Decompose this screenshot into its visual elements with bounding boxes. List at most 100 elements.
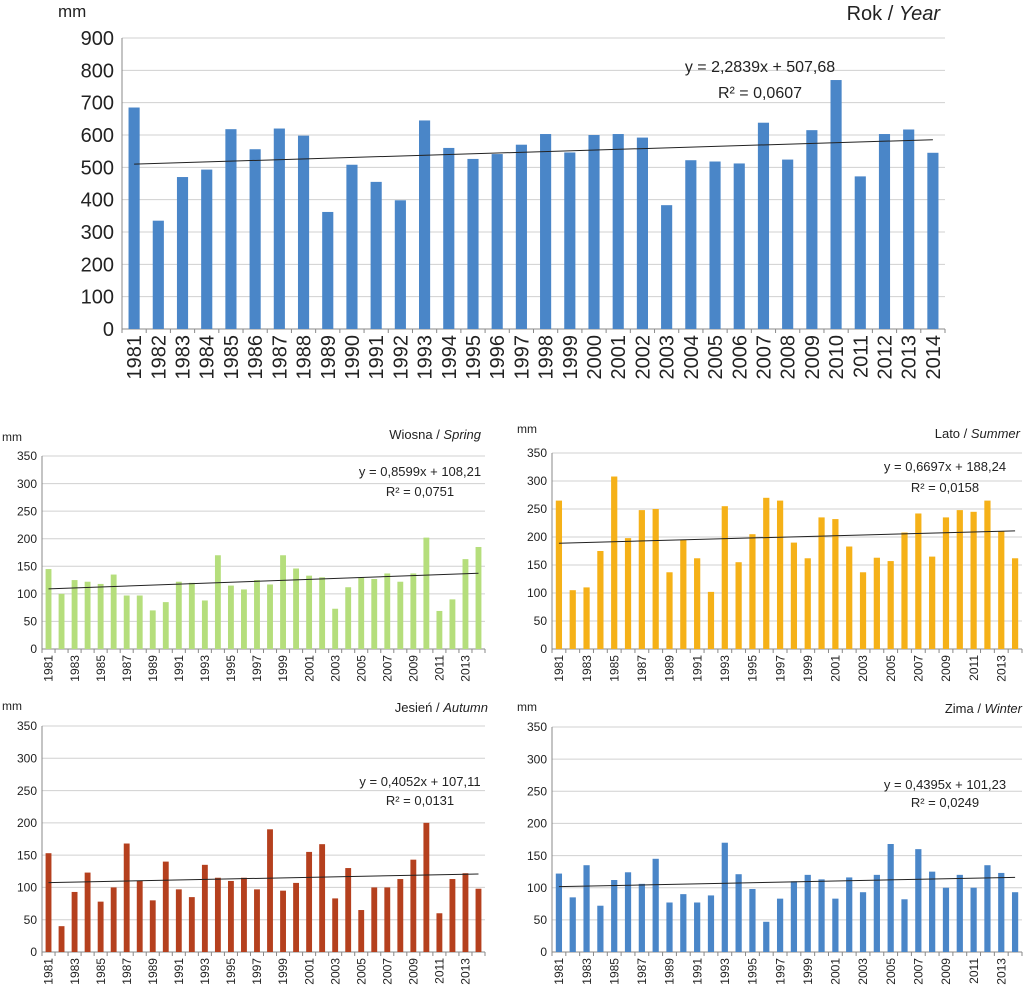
bar-2001 [306,851,313,952]
bar-1997 [776,500,784,649]
chart-title-italic: Autumn [442,700,488,715]
bar-1997 [776,898,784,952]
trend-r-squared: R² = 0,0249 [911,795,979,810]
chart-title-main: Jesień / [395,700,443,715]
y-tick-label: 150 [17,848,37,862]
bar-1995 [749,889,756,952]
bar-2011 [436,610,443,649]
bar-2010 [423,822,430,952]
bar-2006 [733,163,745,329]
y-tick-label: 100 [527,586,547,600]
x-tick-label: 1992 [390,335,412,380]
bar-1983 [583,865,590,952]
y-tick-label: 0 [540,642,547,656]
bar-2004 [685,160,697,329]
bar-1989 [666,902,673,952]
bar-1996 [763,921,770,952]
bar-1986 [624,538,632,649]
bar-1992 [188,897,195,952]
bar-2002 [319,844,326,952]
x-tick-label: 2007 [380,958,394,985]
bar-2005 [358,910,365,952]
bar-2013 [998,872,1005,952]
bar-2004 [345,868,352,952]
x-tick-label: 1985 [607,655,621,682]
bar-1999 [804,874,811,952]
bar-2014 [475,888,482,952]
bar-2004 [345,587,352,649]
trend-line [134,139,933,165]
bar-1989 [149,900,156,952]
x-tick-label: 2014 [923,335,945,380]
x-tick-label: 1985 [221,335,243,380]
bar-2011 [970,887,977,952]
bar-1989 [322,211,334,329]
chart-title-italic: Year [899,3,941,25]
x-tick-label: 1987 [120,958,134,985]
bar-1984 [84,872,91,952]
x-tick-label: 1995 [463,335,485,380]
bar-2000 [588,135,600,329]
x-tick-label: 1989 [146,655,160,682]
trend-equation: y = 0,6697x + 188,24 [884,459,1006,474]
chart-title-main: Wiosna / [389,427,443,442]
bar-1998 [790,542,798,649]
bar-2014 [927,152,939,329]
x-tick-label: 2001 [608,335,630,380]
x-tick-label: 2008 [778,335,800,380]
y-tick-label: 100 [81,287,114,309]
y-tick-label: 400 [81,190,114,212]
bar-1991 [694,558,701,649]
y-tick-label: 200 [527,817,547,831]
bar-1991 [694,902,701,952]
x-tick-label: 1997 [773,958,787,985]
chart-title-main: Lato / [935,426,971,441]
bar-2008 [929,871,936,952]
bar-1993 [721,842,728,952]
bar-2010 [830,80,842,330]
bar-2007 [757,122,770,329]
chart-title-main: Zima / [945,701,985,716]
x-tick-label: 1993 [718,655,732,682]
bar-1995 [227,585,234,649]
bar-1988 [652,858,659,952]
bar-2012 [449,879,456,952]
y-tick-label: 700 [81,93,114,115]
bar-2001 [832,519,839,649]
y-tick-label: 300 [527,752,547,766]
y-tick-label: 250 [17,784,37,798]
bar-2006 [371,887,378,952]
bar-1997 [254,580,260,649]
x-tick-label: 1998 [536,335,558,380]
bar-1981 [555,500,563,649]
chart-panel-winter: 0 50 100 150 200 250 300 350 1981 1983 1985 1987 198… [517,700,1023,985]
bar-1981 [128,107,140,330]
bar-1986 [249,149,261,329]
bar-1991 [175,889,182,952]
bar-1991 [175,581,182,649]
x-tick-label: 2009 [802,335,824,380]
bar-1983 [71,580,78,649]
bar-2009 [410,859,417,952]
chart-panel-year: 0 100 200 300 400 500 600 700 800 900 1981 1982 1983… [58,2,946,380]
trend-line [558,876,1016,888]
x-tick-label: 2013 [994,958,1008,985]
bar-1983 [583,587,590,649]
x-tick-label: 2007 [753,335,775,380]
bar-2000 [818,517,825,649]
bar-1988 [297,135,310,329]
x-tick-label: 2003 [328,958,342,985]
bar-1995 [467,158,479,329]
bar-1992 [707,895,715,952]
bar-2008 [782,159,794,329]
bar-2008 [397,581,404,649]
x-tick-label: 2011 [967,655,981,681]
bar-1987 [123,595,130,649]
x-tick-label: 2013 [459,655,473,682]
bar-2009 [942,887,950,952]
unit-label: mm [517,700,537,714]
x-tick-label: 1985 [94,958,108,985]
bar-1998 [790,881,798,952]
x-tick-label: 2011 [967,958,981,984]
bar-1985 [611,880,618,952]
